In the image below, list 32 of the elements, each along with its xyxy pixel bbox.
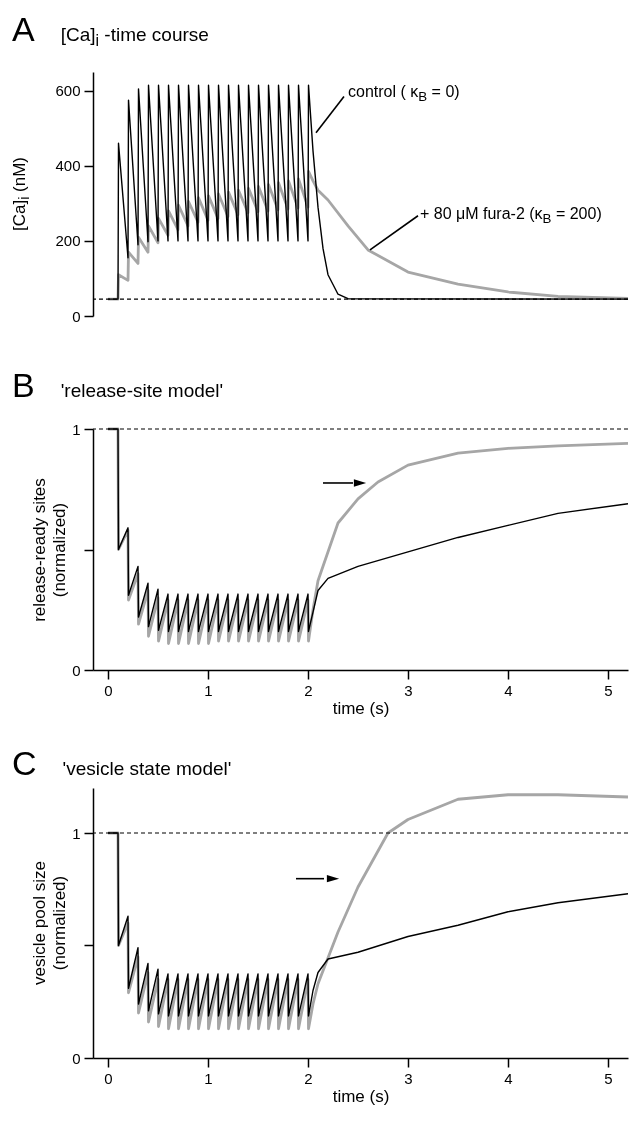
x-tick-label: 4: [504, 1069, 513, 1087]
x-tick-label: 5: [604, 1069, 613, 1087]
chart-title: [Ca]$_{i}$ -time course: [60, 24, 209, 50]
x-tick-label: 3: [404, 681, 413, 699]
x-tick-label: 4: [504, 681, 513, 699]
y-tick-label: 1: [72, 824, 81, 842]
y-tick-label: 1: [72, 420, 81, 438]
y-axis-title: vesicle pool size (normalized): [30, 860, 70, 987]
text: A: [12, 10, 35, 49]
text: C: [12, 744, 37, 783]
y-tick-label: 0: [72, 307, 81, 325]
text: control ( κ$_{B}$ = 0): [348, 82, 460, 104]
chart-title: 'vesicle state model': [62, 758, 232, 780]
y-tick-label: 200: [55, 232, 81, 250]
x-tick-label: 2: [304, 1069, 313, 1087]
x-tick-label: 3: [404, 1069, 413, 1087]
x-tick-label: 5: [604, 681, 613, 699]
text: B: [12, 366, 35, 405]
y-axis-title: release-ready sites (normalized): [30, 476, 70, 624]
x-tick-label: 2: [304, 681, 313, 699]
y-tick-label: 400: [55, 157, 81, 175]
x-tick-label: 0: [104, 681, 113, 699]
y-tick-label: 0: [72, 661, 81, 679]
x-axis-title: time (s): [332, 698, 390, 718]
chart-title: 'release-site model': [60, 380, 224, 402]
x-tick-label: 1: [204, 681, 213, 699]
x-tick-label: 0: [104, 1069, 113, 1087]
x-axis-title: time (s): [332, 1086, 390, 1106]
x-tick-label: 1: [204, 1069, 213, 1087]
y-tick-label: 600: [55, 82, 81, 100]
text: + 80 μM fura-2 (κ$_{B}$ = 200): [420, 204, 602, 227]
y-tick-label: 0: [72, 1049, 81, 1067]
